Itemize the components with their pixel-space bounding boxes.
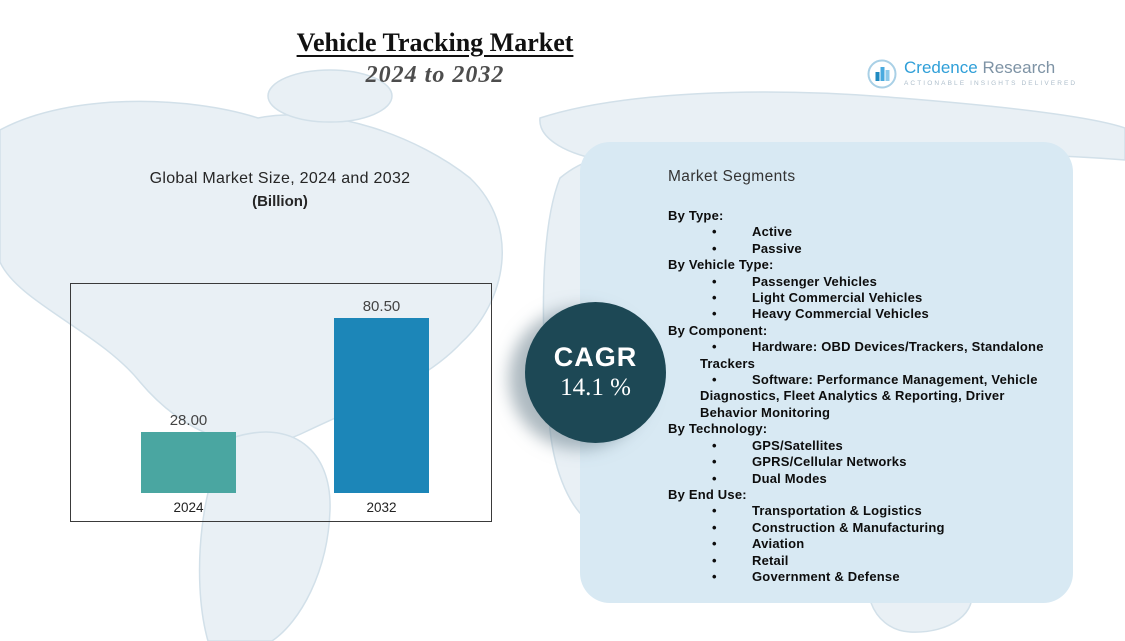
chart-title: Global Market Size, 2024 and 2032 — [149, 170, 411, 187]
segment-group-heading: By Component: — [668, 322, 768, 338]
bar-category-label: 2032 — [366, 499, 397, 515]
segment-item: • GPRS/Cellular Networks — [712, 454, 907, 470]
segments-title: Market Segments — [668, 168, 796, 185]
bullet-icon: • — [712, 454, 717, 470]
logo-chart-icon — [867, 59, 897, 89]
segment-item: • Passenger Vehicles — [712, 273, 878, 289]
bullet-icon: • — [712, 437, 717, 453]
market-segments-panel: Market Segments By Type: • Active • Passive B… — [580, 142, 1073, 603]
segment-item: • Active — [712, 224, 793, 240]
page-title: Vehicle Tracking Market — [296, 28, 574, 57]
header: Vehicle Tracking Market 2024 to 2032 — [180, 28, 690, 89]
cagr-badge: CAGR 14.1 % — [525, 302, 666, 443]
bar-value-label: 28.00 — [169, 412, 208, 429]
bar-rect-2032 — [334, 318, 429, 493]
bullet-icon: • — [712, 503, 717, 519]
bullet-icon: • — [712, 290, 717, 306]
segment-item: • Transportation & Logistics — [712, 503, 922, 519]
logo-brand-second: Research — [982, 58, 1056, 77]
chart-subtitle: (Billion) — [252, 193, 308, 210]
bullet-icon: • — [712, 306, 717, 322]
bar-rect-2024 — [141, 432, 236, 493]
cagr-label: CAGR — [553, 341, 638, 372]
segment-item: • Construction & Manufacturing — [712, 519, 945, 535]
bullet-icon: • — [712, 372, 717, 388]
bar-value-label: 80.50 — [362, 298, 401, 315]
bar-chart: 28.00 2024 80.50 2032 — [70, 283, 492, 522]
bullet-icon: • — [712, 552, 717, 568]
bullet-icon: • — [712, 470, 717, 486]
segment-item: • Software: Performance Management, Vehic… — [700, 372, 1038, 420]
segment-item: • Heavy Commercial Vehicles — [712, 306, 929, 322]
logo-tagline: Actionable Insights Delivered — [904, 80, 1078, 87]
bullet-icon: • — [712, 240, 717, 256]
segment-item: • Hardware: OBD Devices/Trackers, Standal… — [700, 339, 1044, 371]
segment-group-heading: By Type: — [668, 208, 724, 223]
segment-item: • Government & Defense — [712, 568, 900, 584]
logo-text: Credence Research Actionable Insights De… — [904, 58, 1077, 87]
segment-item: • Passive — [712, 240, 802, 256]
segment-item: • Aviation — [712, 536, 805, 552]
bar-group-2032: 80.50 2032 — [334, 298, 429, 521]
bullet-icon: • — [712, 224, 717, 240]
segment-group-heading: By End Use: — [668, 486, 747, 502]
bar-category-label: 2024 — [173, 499, 204, 515]
segment-item: • Light Commercial Vehicles — [712, 290, 923, 306]
bullet-icon: • — [712, 519, 717, 535]
segment-groups: By Type: • Active • Passive By Vehicle Type: •… — [668, 208, 1045, 585]
logo-name: Credence Research — [904, 58, 1077, 78]
page-subtitle: 2024 to 2032 — [365, 62, 505, 88]
bullet-icon: • — [712, 536, 717, 552]
bullet-icon: • — [712, 273, 717, 289]
segment-item: • Dual Modes — [712, 470, 827, 486]
segment-item: • Retail — [712, 552, 789, 568]
segment-item: • GPS/Satellites — [712, 437, 843, 453]
credence-research-logo: Credence Research Actionable Insights De… — [866, 58, 1077, 90]
segment-group-heading: By Vehicle Type: — [668, 257, 774, 273]
logo-brand-first: Credence — [904, 58, 978, 77]
bullet-icon: • — [712, 339, 717, 355]
bullet-icon: • — [712, 568, 717, 584]
segment-group-heading: By Technology: — [668, 421, 768, 437]
bar-group-2024: 28.00 2024 — [141, 412, 236, 521]
chart-title-block: Global Market Size, 2024 and 2032 (Billi… — [70, 170, 490, 210]
cagr-value: 14.1 % — [560, 373, 631, 401]
